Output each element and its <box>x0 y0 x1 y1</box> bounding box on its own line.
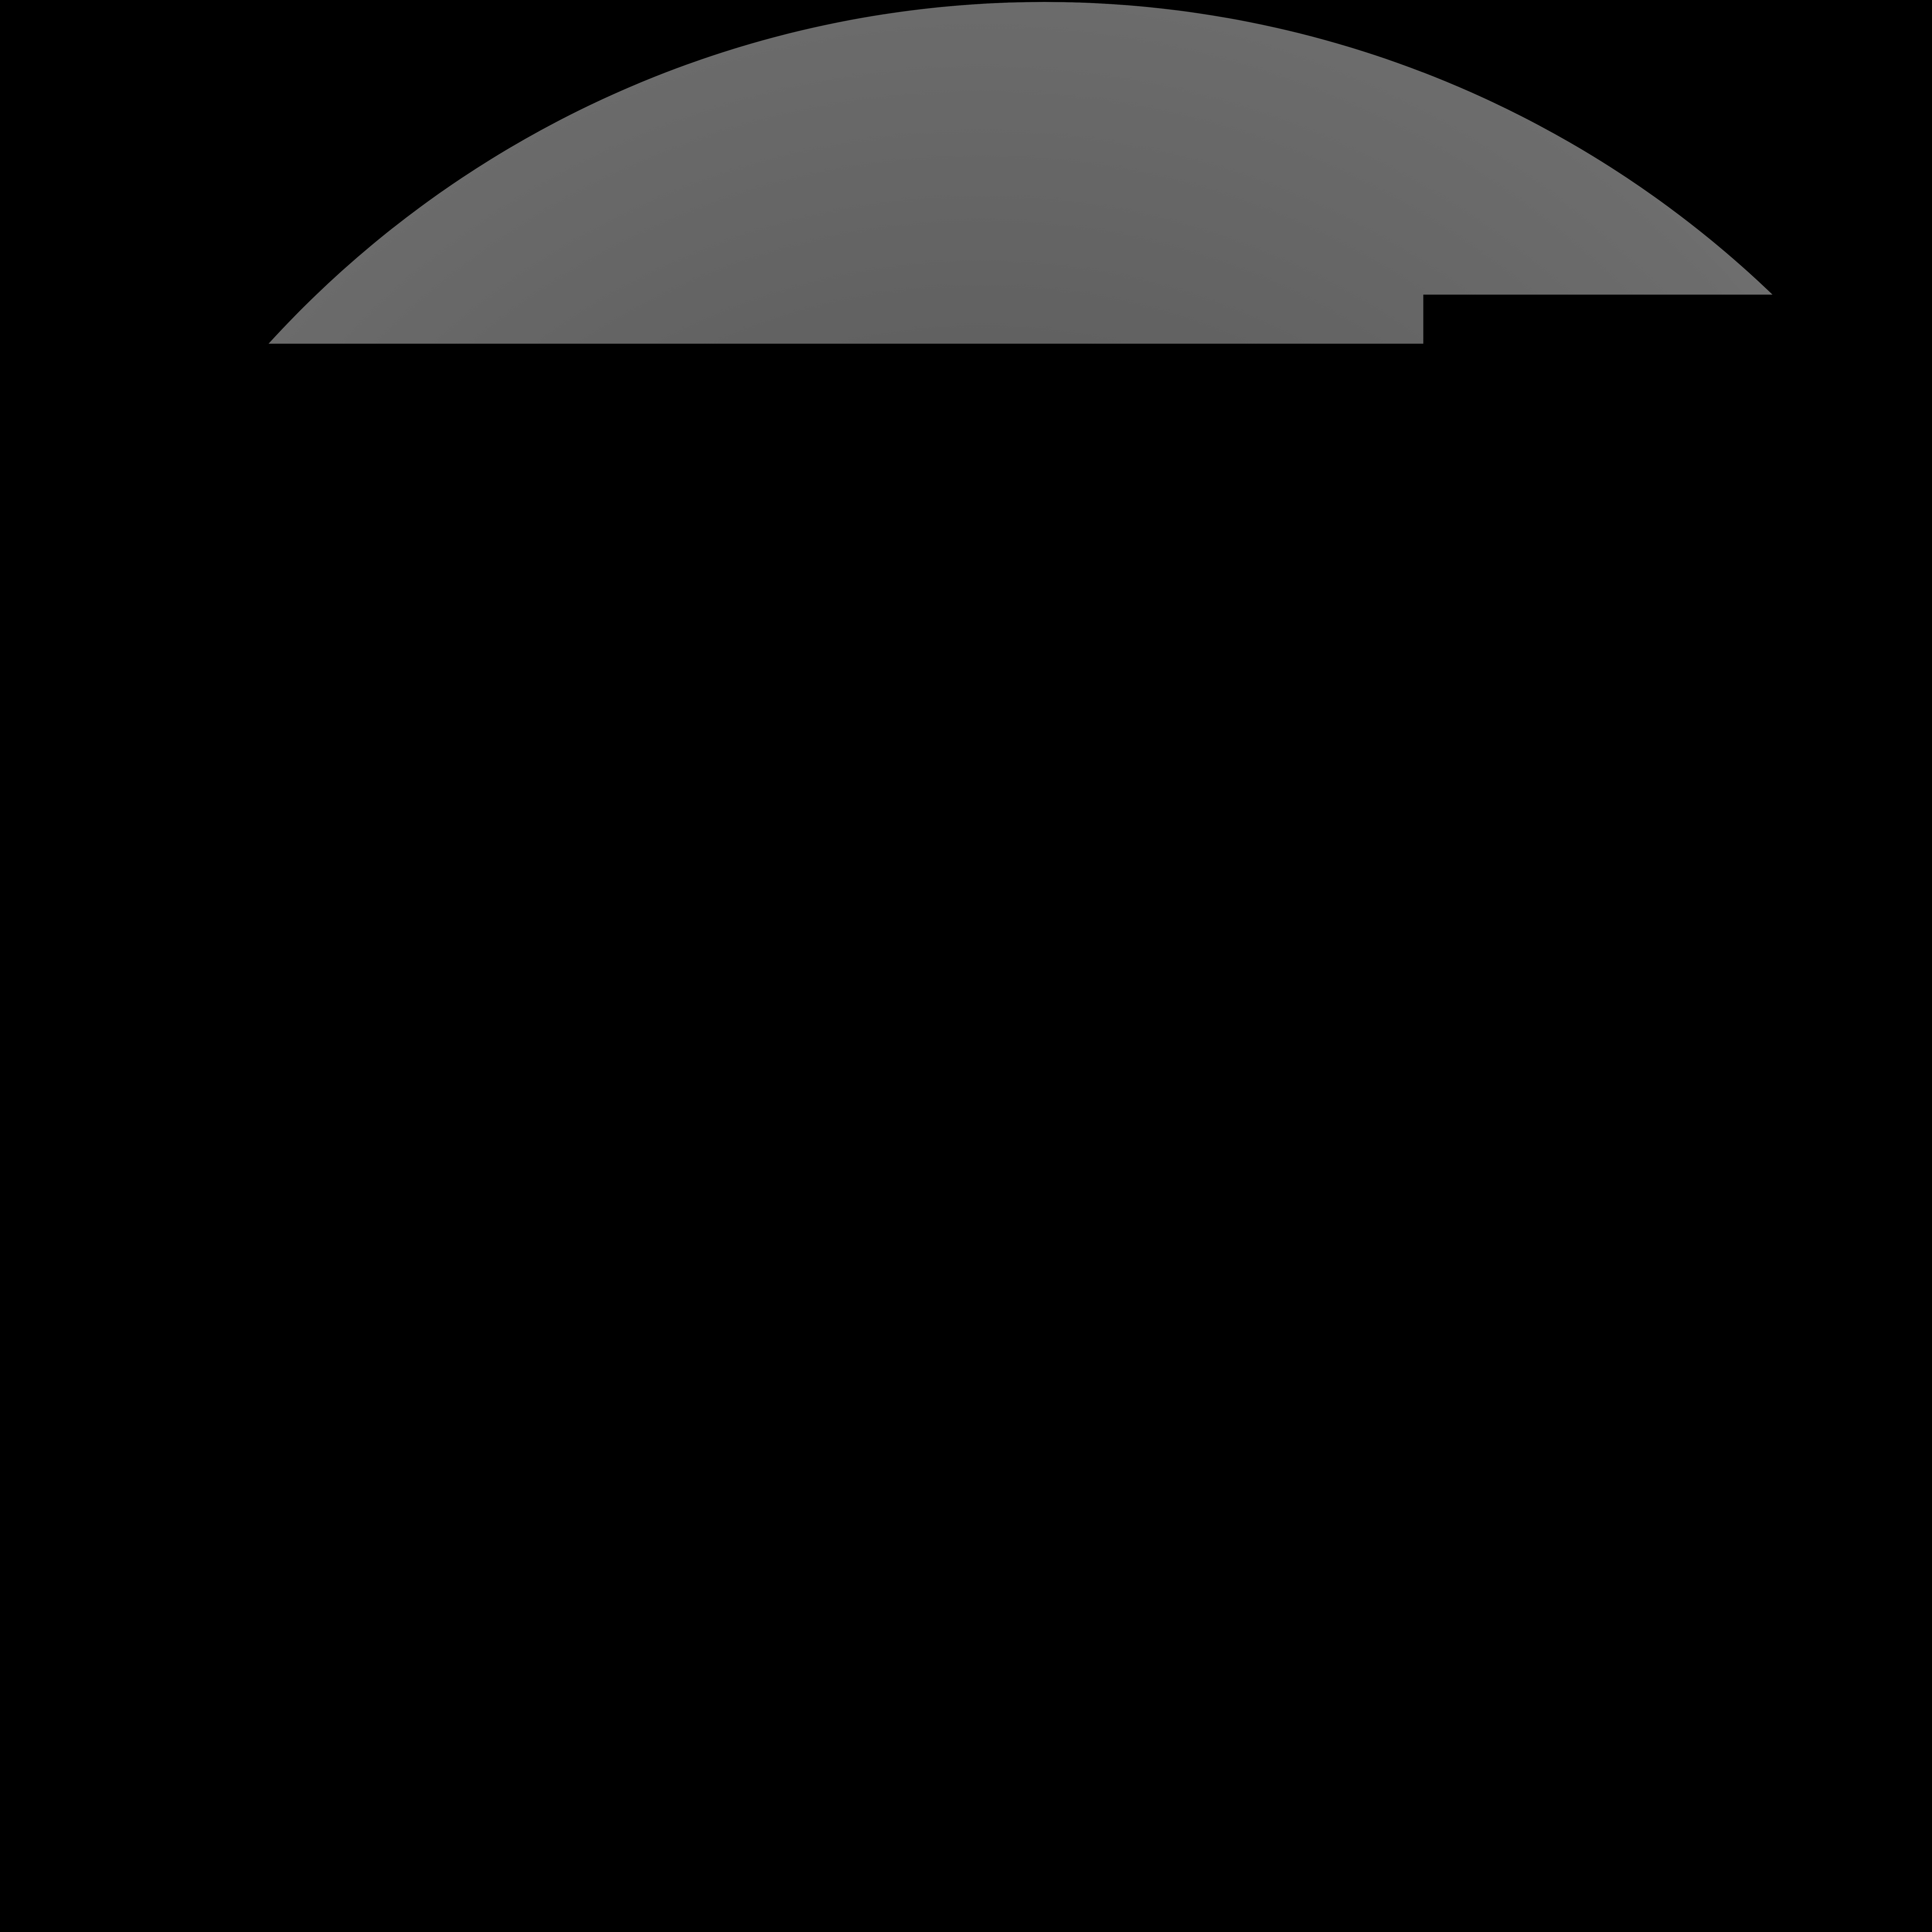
antilles-6 <box>1295 852 1296 864</box>
earth-disk-svg <box>0 2 1932 1932</box>
earth-disk <box>0 2 1932 1932</box>
satellite-image-viewer: satellite-full-disk-infrared ir-cloud-to… <box>0 0 1932 1932</box>
